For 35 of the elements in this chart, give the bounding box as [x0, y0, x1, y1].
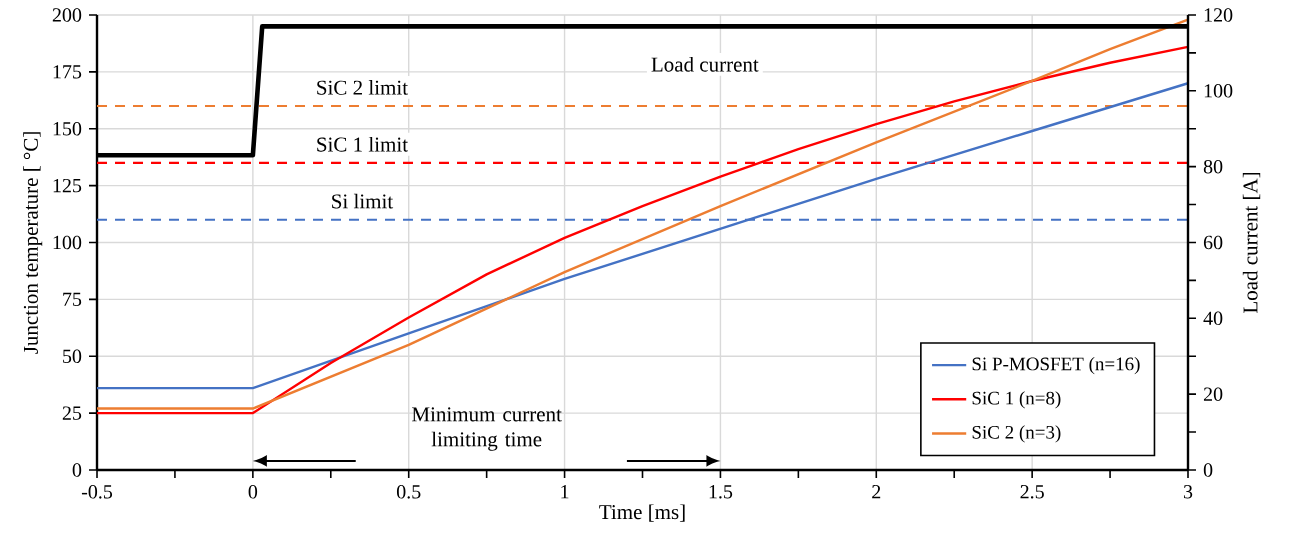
series-label: Load current [651, 56, 759, 72]
legend-label: Si P-MOSFET (n=16) [972, 357, 1140, 375]
x-tick-label: 2 [872, 485, 881, 499]
ref-line-label: SiC 2 limit [317, 80, 408, 95]
x-tick-label: -0.5 [81, 485, 113, 499]
y2-tick-label: 60 [1203, 235, 1223, 250]
y2-tick-label: 120 [1204, 8, 1233, 22]
y2-tick-label: 100 [1204, 84, 1233, 98]
annotation: Minimum current limiting time [412, 407, 562, 451]
y-tick-label: 125 [53, 178, 82, 193]
ref-line-label: SiC 1 limit [317, 136, 408, 152]
y-tick-label: 50 [63, 349, 82, 363]
x-tick-label: 0.5 [396, 485, 421, 499]
x-tick-label: 0 [248, 485, 258, 499]
y-tick-label: 150 [53, 121, 82, 136]
x-tick-label: 1 [561, 485, 569, 499]
y-tick-label: 25 [62, 406, 82, 420]
x-tick-label: 3 [1183, 485, 1193, 499]
ref-line-label: Si limit [332, 193, 394, 209]
y2-tick-label: 20 [1203, 387, 1223, 401]
x-tick-label: 2.5 [1020, 485, 1044, 499]
legend-label: SiC 1 (n=8) [972, 391, 1061, 409]
x-axis-title: Time [ms] [599, 504, 685, 522]
y-tick-label: 200 [52, 8, 82, 22]
y2-tick-label: 80 [1203, 159, 1223, 174]
y-axis-title: Junction temperature [ °C] [23, 132, 43, 354]
y-tick-label: 100 [53, 235, 82, 250]
legend-label: SiC 2 (n=3) [972, 425, 1061, 443]
y2-axis-title: Load current [A] [1242, 172, 1261, 314]
x-tick-label: 1.5 [709, 485, 733, 499]
y-tick-label: 0 [72, 463, 82, 477]
y2-tick-label: 40 [1203, 311, 1223, 326]
y2-tick-label: 0 [1203, 463, 1213, 477]
y-tick-label: 175 [53, 65, 82, 79]
y-tick-label: 75 [63, 292, 82, 306]
